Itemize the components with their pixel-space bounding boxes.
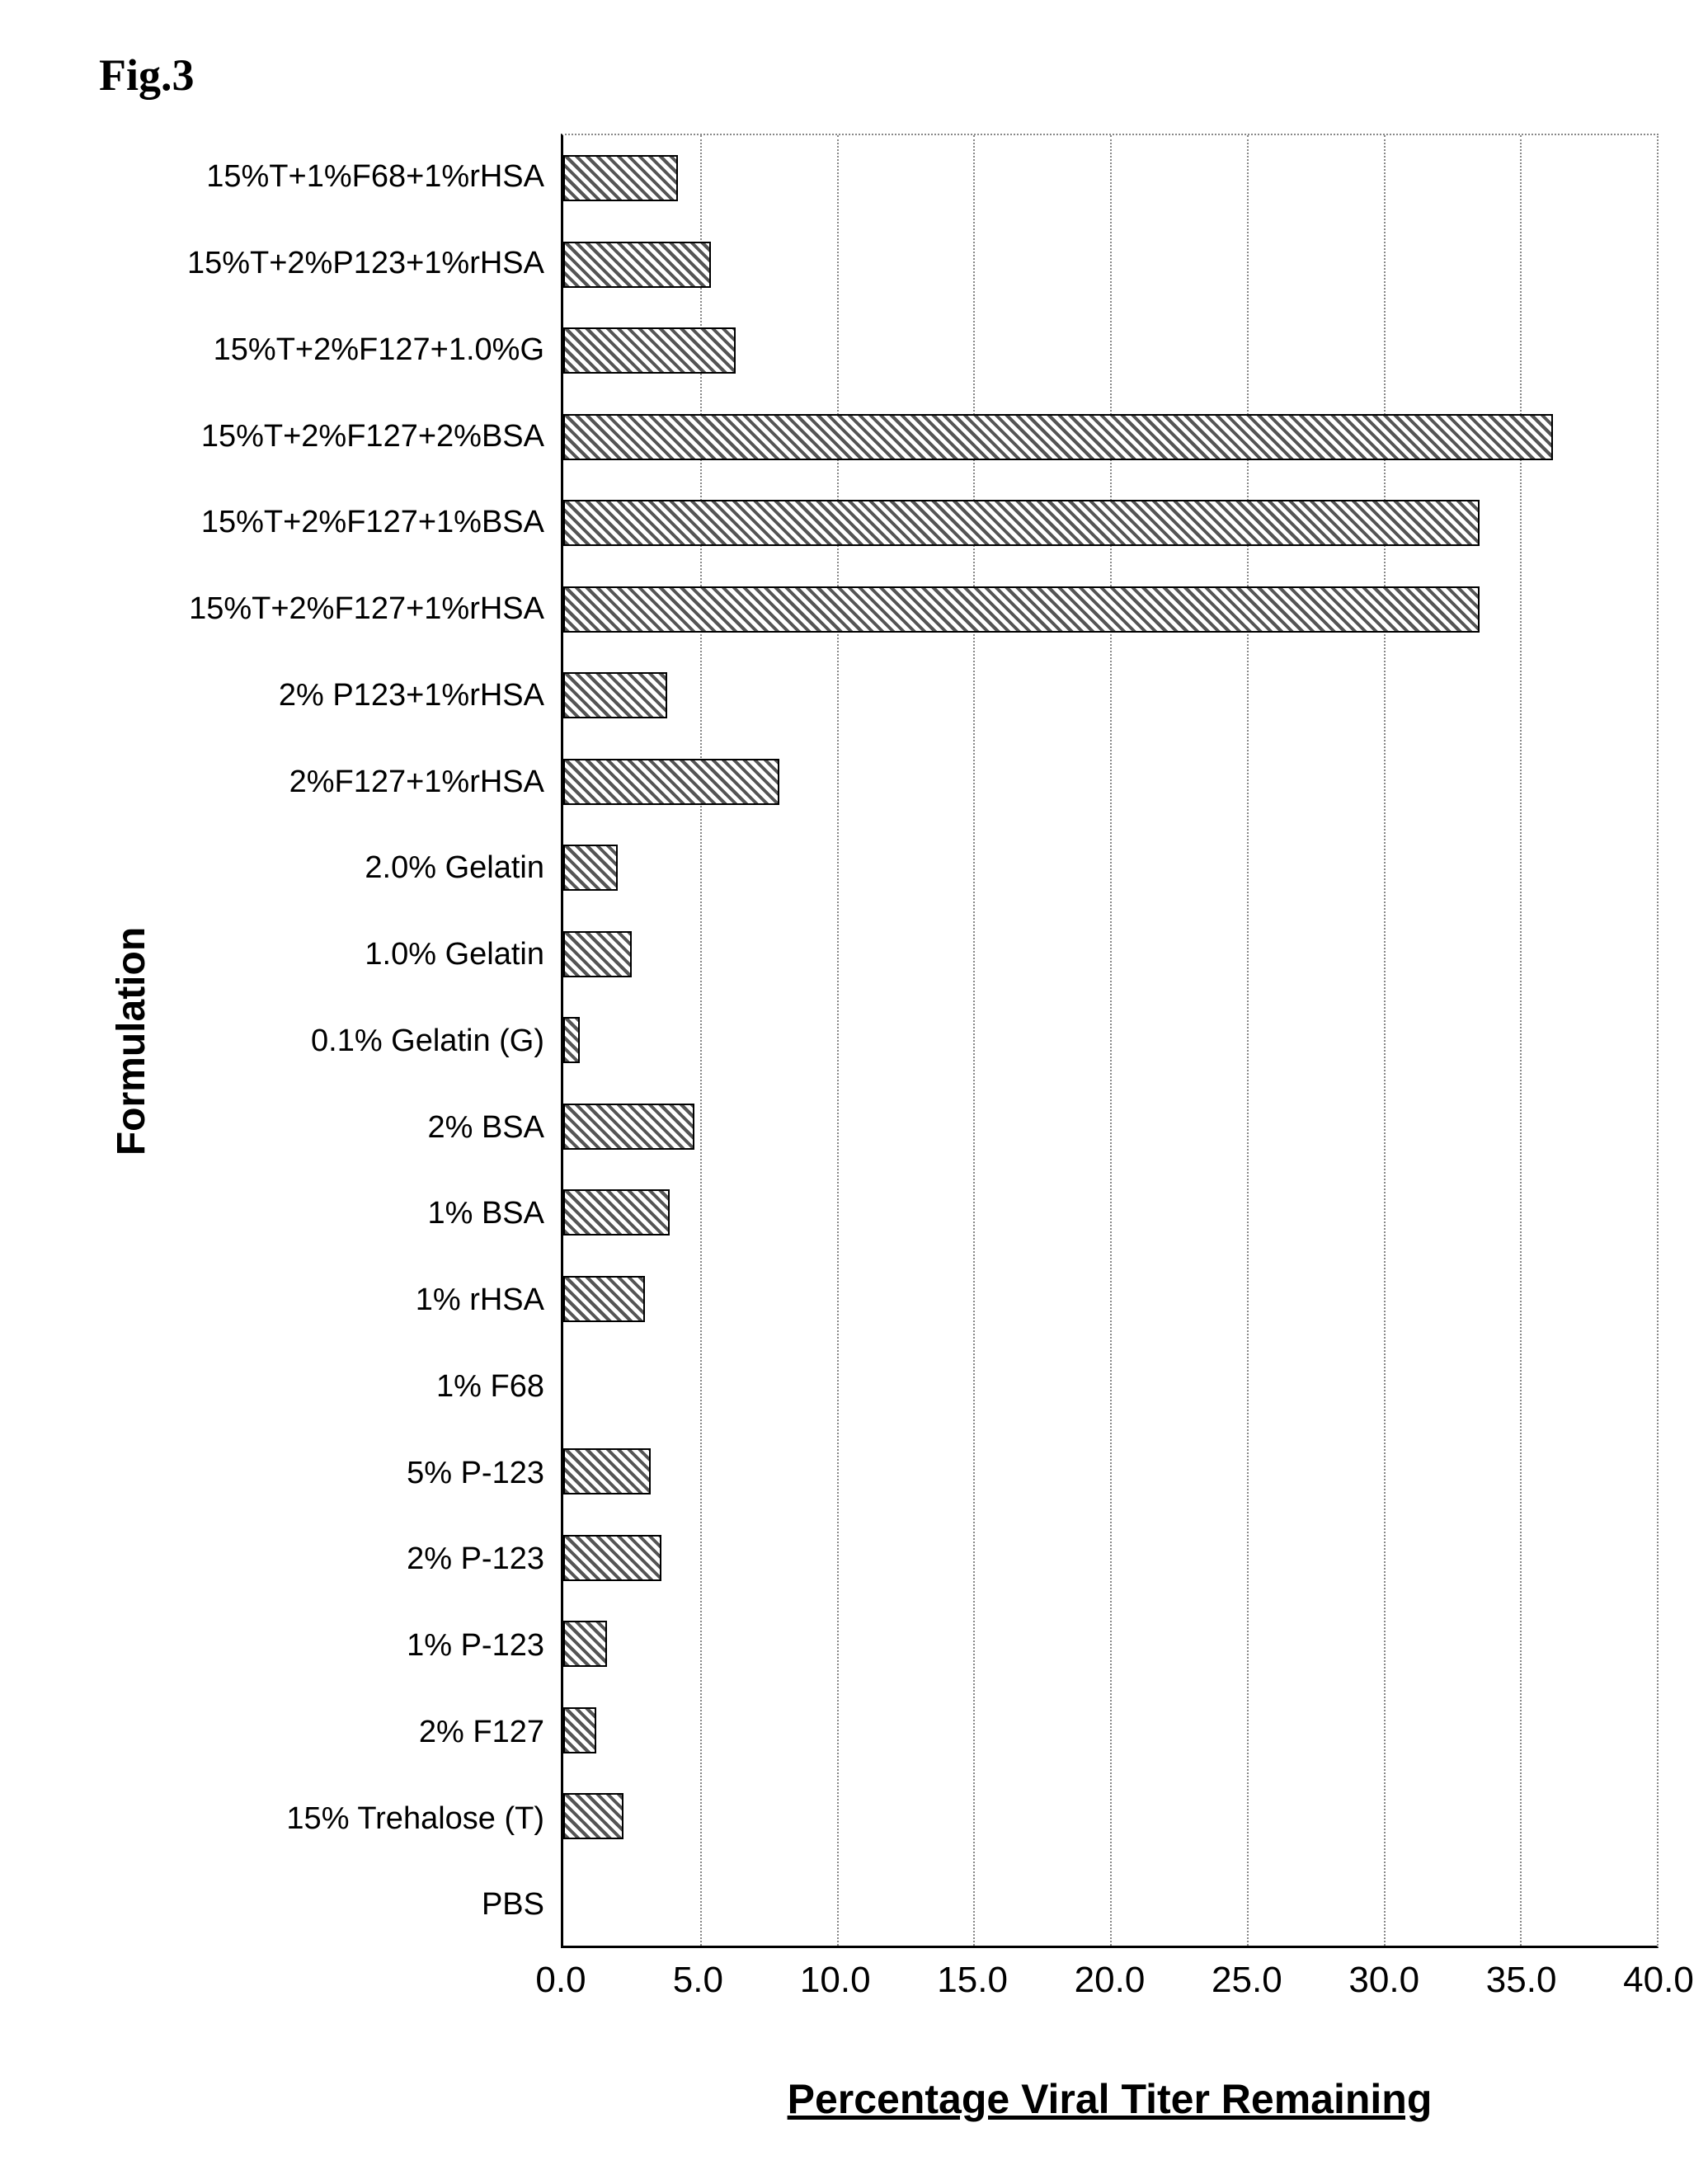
x-axis: 0.05.010.015.020.025.030.035.040.0: [99, 1960, 1659, 2009]
y-axis-label: Formulation: [110, 926, 155, 1155]
bar-row: [563, 155, 1657, 201]
category-label: 1% F68: [165, 1371, 544, 1402]
bar: [563, 931, 632, 977]
category-label: 15%T+2%F127+1%rHSA: [165, 593, 544, 624]
category-label: 2% P-123: [165, 1543, 544, 1574]
bar-row: [563, 1880, 1657, 1926]
category-label: 15%T+2%F127+2%BSA: [165, 421, 544, 452]
x-tick-label: 15.0: [937, 1960, 1008, 2001]
bar: [563, 1104, 694, 1150]
bar: [563, 155, 678, 201]
bar: [563, 672, 667, 718]
x-tick-label: 20.0: [1075, 1960, 1146, 2001]
category-label: PBS: [165, 1889, 544, 1920]
bar: [563, 500, 1480, 546]
category-label: 15%T+2%F127+1.0%G: [165, 334, 544, 365]
bar-row: [563, 1707, 1657, 1753]
x-tick-label: 10.0: [800, 1960, 871, 2001]
category-label: 2% F127: [165, 1716, 544, 1748]
category-label: 1% BSA: [165, 1198, 544, 1229]
category-label: 2.0% Gelatin: [165, 852, 544, 883]
category-label: 1% P-123: [165, 1630, 544, 1661]
x-tick-label: 30.0: [1348, 1960, 1419, 2001]
bar: [563, 1535, 661, 1581]
category-label: 5% P-123: [165, 1457, 544, 1489]
bar-row: [563, 931, 1657, 977]
bar: [563, 1448, 651, 1494]
plot-area: [561, 134, 1659, 1948]
x-tick-label: 0.0: [535, 1960, 586, 2001]
bar-row: [563, 1362, 1657, 1408]
bar-row: [563, 586, 1657, 633]
bar-row: [563, 1621, 1657, 1667]
category-label: 15%T+2%P123+1%rHSA: [165, 247, 544, 279]
bar-row: [563, 1189, 1657, 1236]
bar-row: [563, 500, 1657, 546]
bar-row: [563, 759, 1657, 805]
bar: [563, 1017, 580, 1063]
category-label: 2% P123+1%rHSA: [165, 680, 544, 711]
category-label: 1% rHSA: [165, 1284, 544, 1316]
x-axis-label-row: Percentage Viral Titer Remaining: [99, 2075, 1659, 2123]
bar: [563, 242, 711, 288]
category-label: 2%F127+1%rHSA: [165, 766, 544, 798]
x-axis-ticks: 0.05.010.015.020.025.030.035.040.0: [561, 1960, 1659, 2009]
bar: [563, 759, 779, 805]
bar-row: [563, 327, 1657, 374]
bar-row: [563, 1448, 1657, 1494]
bar: [563, 1276, 645, 1322]
spacer: [99, 1960, 165, 2009]
bar-row: [563, 1104, 1657, 1150]
figure-title: Fig.3: [99, 49, 1659, 101]
bar: [563, 327, 736, 374]
bar-row: [563, 1017, 1657, 1063]
category-label: 15%T+1%F68+1%rHSA: [165, 161, 544, 192]
bar-row: [563, 1793, 1657, 1839]
category-label: 1.0% Gelatin: [165, 939, 544, 970]
bars: [563, 135, 1657, 1946]
bar-row: [563, 1276, 1657, 1322]
bar: [563, 1189, 670, 1236]
bar-row: [563, 414, 1657, 460]
bar: [563, 1793, 623, 1839]
x-tick-label: 40.0: [1623, 1960, 1694, 2001]
bar: [563, 845, 618, 891]
bar: [563, 1621, 607, 1667]
figure-page: Fig.3 Formulation 15%T+1%F68+1%rHSA15%T+…: [0, 0, 1708, 2184]
x-tick-label: 35.0: [1486, 1960, 1557, 2001]
spacer: [165, 1960, 561, 2009]
category-label: 2% BSA: [165, 1112, 544, 1143]
x-tick-label: 5.0: [673, 1960, 723, 2001]
category-label: 15% Trehalose (T): [165, 1803, 544, 1834]
category-labels: 15%T+1%F68+1%rHSA 15%T+2%P123+1%rHSA 15%T+…: [165, 134, 561, 1948]
bar-row: [563, 845, 1657, 891]
category-label: 15%T+2%F127+1%BSA: [165, 506, 544, 538]
chart: Formulation 15%T+1%F68+1%rHSA 15%T+2%P123…: [99, 134, 1659, 1948]
x-axis-label: Percentage Viral Titer Remaining: [788, 2075, 1433, 2123]
bar-row: [563, 672, 1657, 718]
category-label: 0.1% Gelatin (G): [165, 1025, 544, 1057]
x-tick-label: 25.0: [1212, 1960, 1282, 2001]
bar: [563, 414, 1553, 460]
bar: [563, 586, 1480, 633]
bar: [563, 1707, 596, 1753]
y-axis-label-container: Formulation: [99, 134, 165, 1948]
bar-row: [563, 242, 1657, 288]
bar-row: [563, 1535, 1657, 1581]
